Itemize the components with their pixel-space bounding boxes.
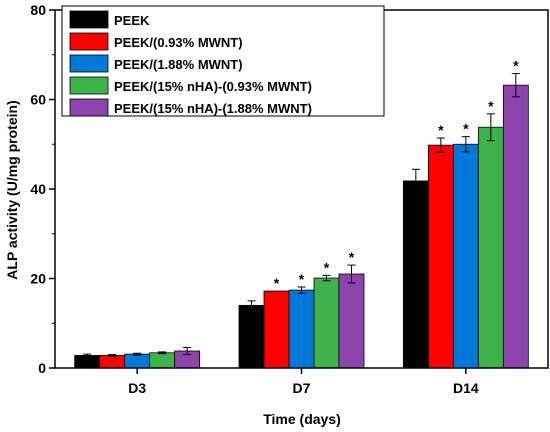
bar-d3-series-2 [124,353,151,369]
legend-swatch-0 [69,10,109,29]
y-tick-label: 80 [30,2,46,18]
significance-marker: * [513,58,519,74]
bar-d14-series-4 [502,84,529,369]
bars-layer: * * * * * * * * [74,58,529,369]
bar-d14-series-2 [452,143,479,369]
significance-marker: * [274,275,280,291]
bar-d7-series-1 [263,290,290,369]
y-tick-label: 20 [30,271,46,287]
y-tick-label: 40 [30,181,46,197]
legend-box [61,5,385,117]
y-tick-label: 0 [38,360,46,376]
bar-d3-series-3 [149,352,176,369]
bar-d7-series-2 [288,289,315,369]
bar-d7-series-0 [238,304,265,369]
legend-label-2: PEEK/(1.88% MWNT) [114,57,243,72]
x-axis-title: Time (days) [263,411,341,427]
significance-marker: * [324,259,330,275]
significance-marker: * [349,249,355,265]
x-tick-label: D3 [128,380,146,396]
legend-swatch-3 [69,76,109,95]
y-axis-title: ALP activity (U/mg protein) [4,100,20,279]
legend-swatch-1 [69,32,109,51]
bar-d7-series-3 [313,277,340,369]
legend-swatch-2 [69,54,109,73]
significance-marker: * [299,271,305,287]
bar-d7-series-4 [338,273,365,369]
y-tick-label: 60 [30,92,46,108]
legend-label-4: PEEK/(15% nHA)-(1.88% MWNT) [114,101,312,116]
bar-d3-series-0 [74,355,101,369]
legend-swatch-4 [69,98,109,117]
significance-marker: * [438,122,444,138]
legend-label-1: PEEK/(0.93% MWNT) [114,35,243,50]
bar-d3-series-1 [99,355,126,369]
significance-marker: * [463,121,469,137]
bar-d14-series-3 [477,126,504,369]
bar-d14-series-1 [427,144,454,369]
x-tick-label: D14 [453,380,479,396]
bar-d14-series-0 [402,180,429,369]
legend-label-3: PEEK/(15% nHA)-(0.93% MWNT) [114,79,312,94]
significance-marker: * [488,98,494,114]
legend-label-0: PEEK [114,13,150,28]
legend: PEEK PEEK/(0.93% MWNT) PEEK/(1.88% MWNT) PE… [61,5,385,117]
x-tick-label: D7 [293,380,311,396]
